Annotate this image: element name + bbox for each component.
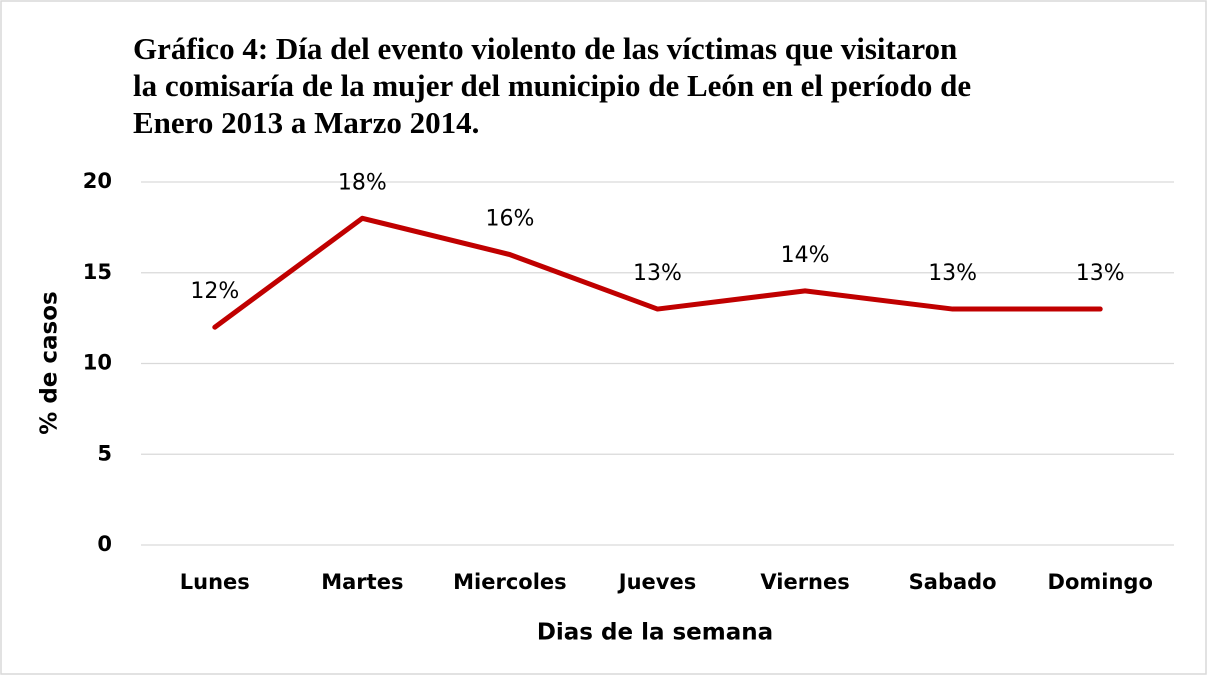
- data-label: 13%: [1076, 261, 1125, 286]
- x-tick-label: Sabado: [909, 570, 997, 594]
- y-tick-label: 20: [83, 169, 112, 193]
- y-tick-label: 5: [97, 441, 112, 465]
- x-axis-label: Dias de la semana: [537, 620, 773, 646]
- y-tick-label: 0: [97, 532, 112, 556]
- y-tick-label: 15: [83, 260, 112, 284]
- data-label: 13%: [928, 261, 977, 286]
- data-label: 16%: [485, 207, 534, 232]
- x-tick-label: Miercoles: [453, 570, 567, 594]
- x-tick-label: Jueves: [617, 570, 696, 594]
- data-label: 14%: [781, 243, 830, 268]
- chart-title: Gráfico 4: Día del evento violento de la…: [133, 31, 972, 140]
- data-label: 18%: [338, 170, 387, 195]
- y-axis-label: % de casos: [37, 291, 63, 434]
- x-tick-label: Viernes: [760, 570, 849, 594]
- y-tick-label: 10: [83, 351, 112, 375]
- x-tick-label: Martes: [321, 570, 403, 594]
- x-tick-label: Domingo: [1048, 570, 1153, 594]
- data-line: [212, 215, 1103, 330]
- data-label: 12%: [190, 279, 239, 304]
- x-tick-label: Lunes: [180, 570, 250, 594]
- data-label: 13%: [633, 261, 682, 286]
